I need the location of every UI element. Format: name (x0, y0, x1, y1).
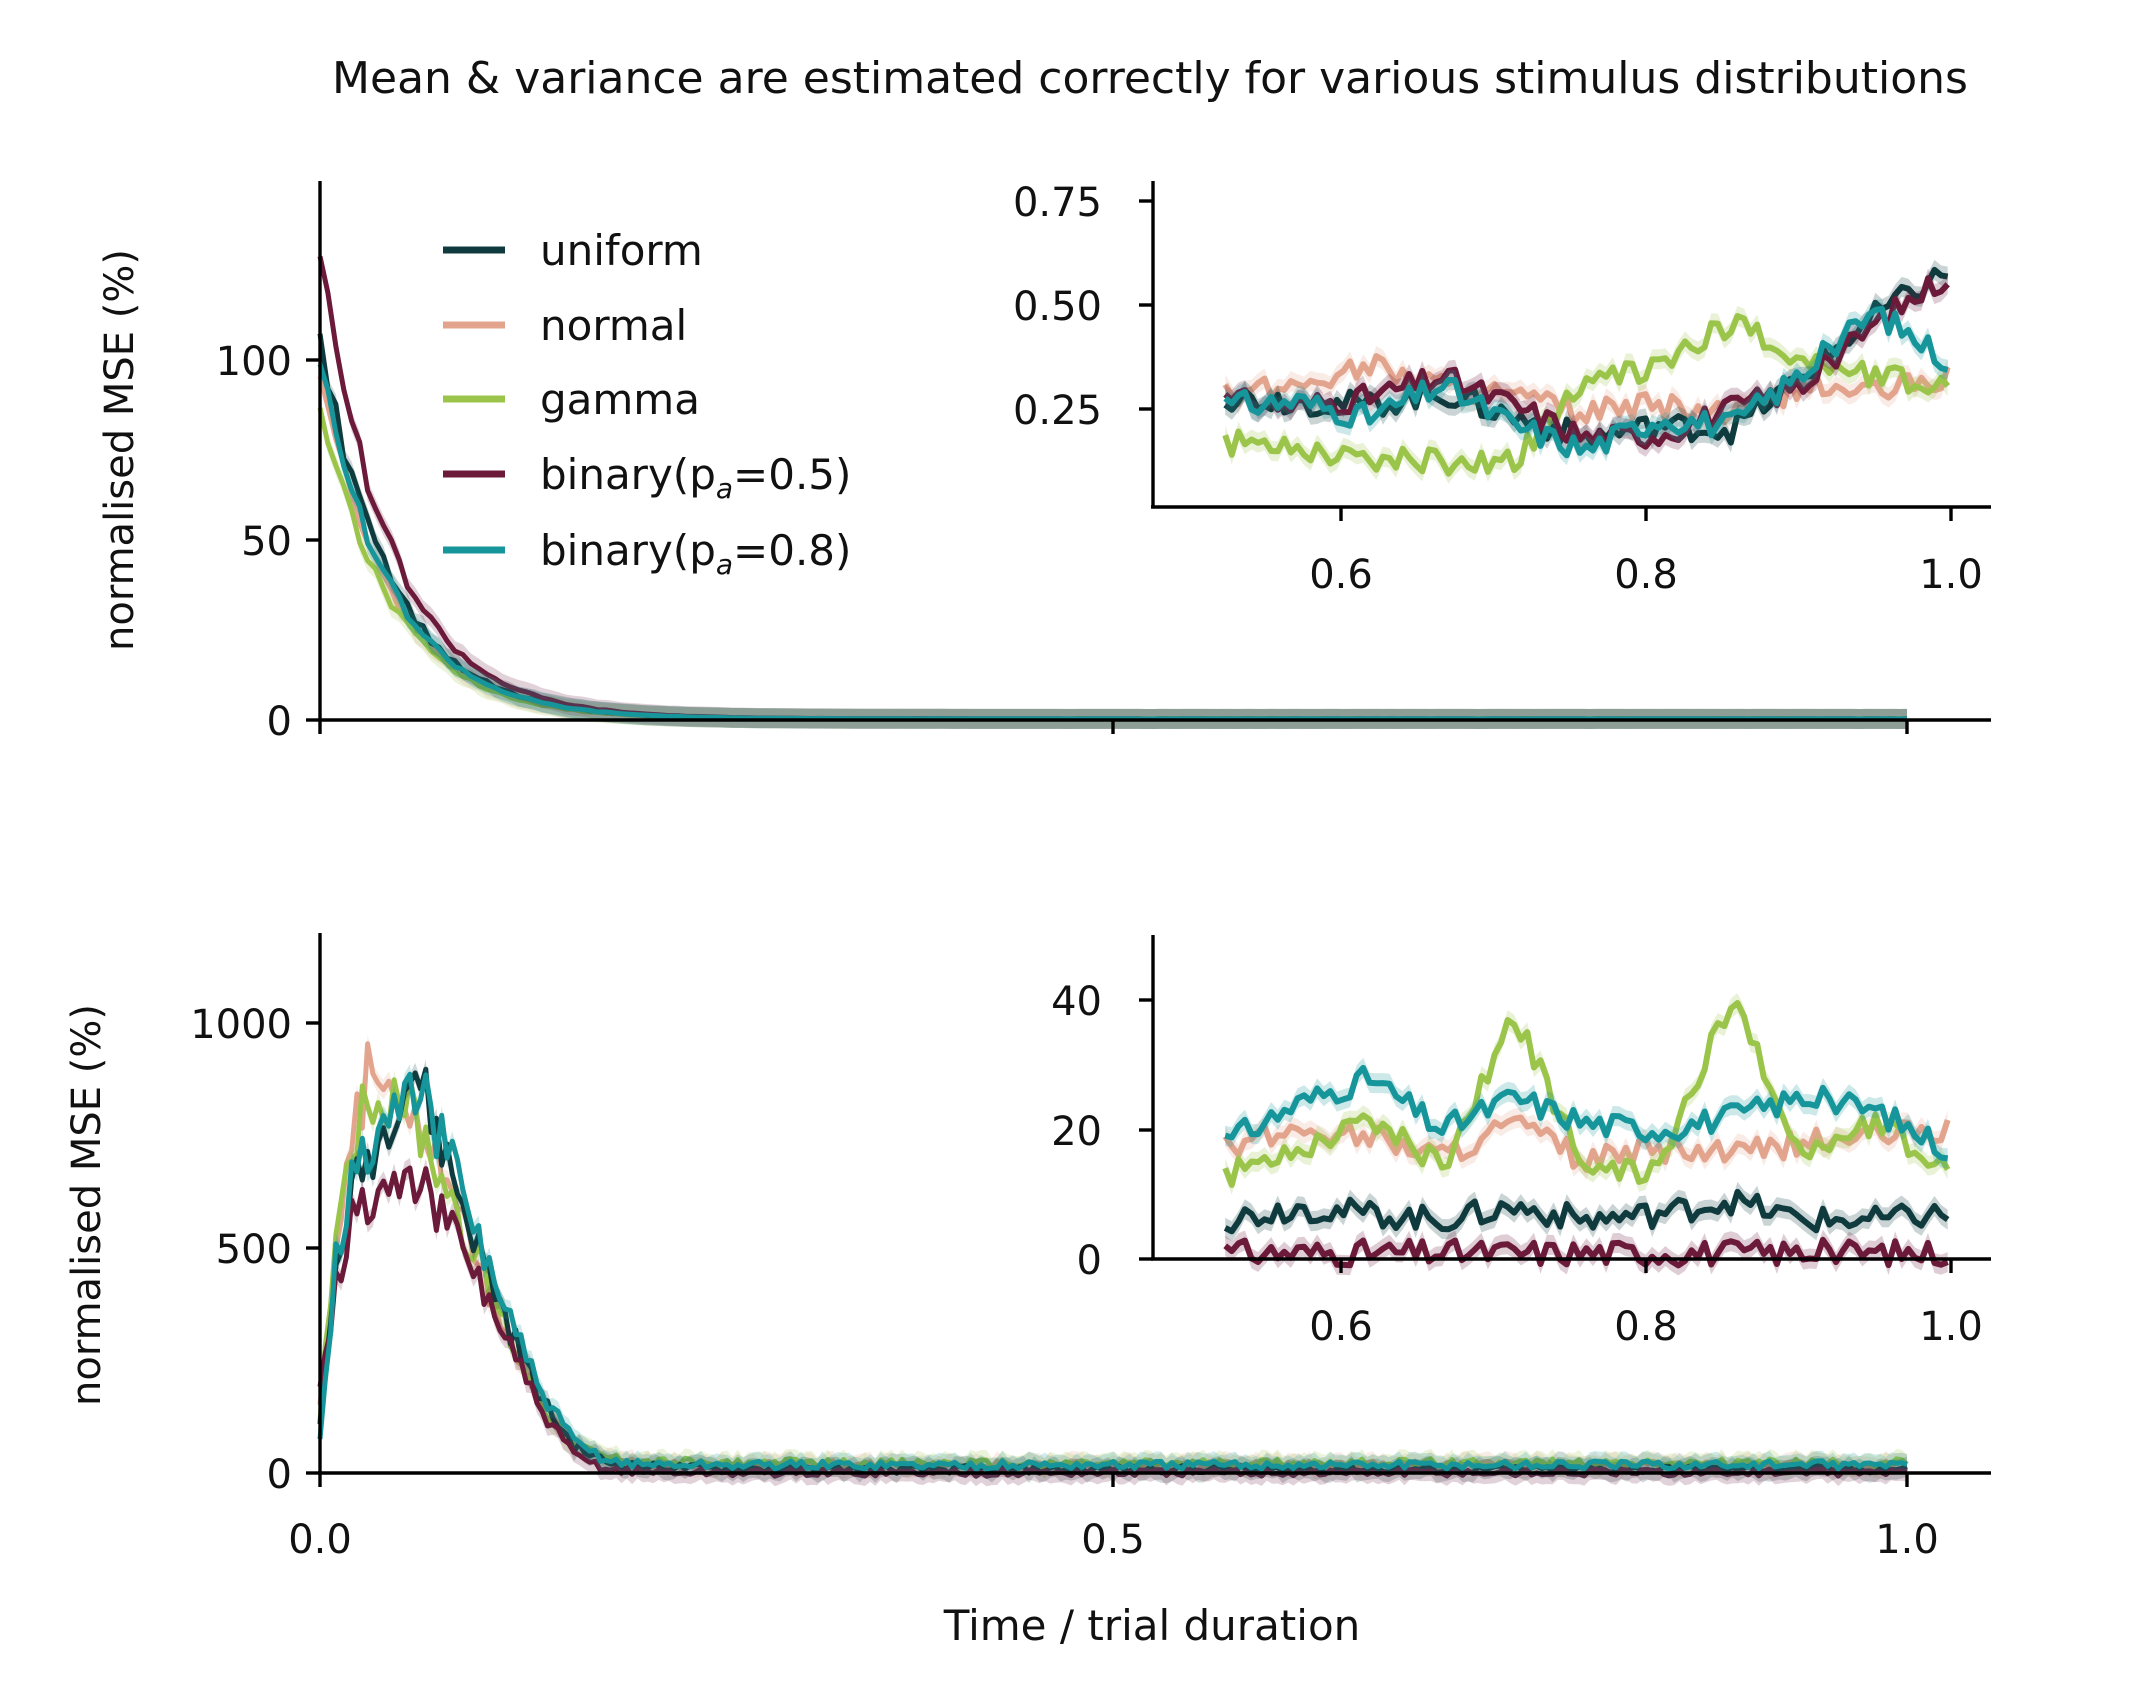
series-band-uniform (320, 323, 1907, 729)
series-band-gamma (1225, 993, 1948, 1195)
top-inset-y-tick-label: 0.50 (1013, 284, 1102, 330)
bottom-x-ticks: 0.0 0.5 1.0 (288, 1473, 1939, 1563)
bottom-y-tick-label: 500 (216, 1227, 292, 1273)
legend-label-normal: normal (540, 301, 687, 350)
series-line-binary(pa=0.8) (317, 1071, 1908, 1472)
bottom-inset-x-tick-label: 0.6 (1309, 1304, 1373, 1350)
top-inset-x-tick-label: 1.0 (1919, 552, 1983, 598)
bottom-y-axis-label: normalised MSE (%) (64, 1004, 110, 1406)
top-y-axis-label: normalised MSE (%) (97, 249, 143, 651)
top-inset-x-tick-label: 0.8 (1614, 552, 1678, 598)
top-inset-y-tick-label: 0.75 (1013, 180, 1102, 226)
top-y-tick-label: 100 (216, 339, 292, 385)
series-line-uniform (1223, 1188, 1950, 1235)
legend-label-binary-0.8: binary(pa=0.8) (540, 526, 851, 581)
bottom-y-tick-label: 0 (267, 1452, 292, 1498)
bottom-x-tick-label: 1.0 (1875, 1517, 1939, 1563)
top-inset-y-tick-label: 0.25 (1013, 388, 1102, 434)
series-band-normal (1225, 346, 1948, 433)
series-band-uniform (1225, 1181, 1948, 1242)
top-inset: 0.6 0.8 1.0 0.25 0.50 0.75 (1013, 180, 1991, 598)
x-axis-label: Time / trial duration (943, 1601, 1361, 1650)
bottom-series-layer (317, 1033, 1909, 1487)
series-band-binary(pa=0.8) (1225, 1057, 1948, 1169)
top-y-tick-label: 0 (267, 699, 292, 745)
series-line-gamma (1222, 313, 1951, 477)
top-inset-series-layer (1222, 259, 1951, 484)
legend-label-binary-0.5: binary(pa=0.5) (540, 450, 851, 505)
bottom-inset-x-tick-label: 1.0 (1919, 1304, 1983, 1350)
bottom-inset-series-layer (1222, 993, 1951, 1276)
top-y-tick-label: 50 (241, 519, 292, 565)
bottom-y-ticks: 0 500 1000 (190, 1002, 320, 1498)
legend-label-uniform: uniform (540, 226, 703, 275)
bottom-x-tick-label: 0.0 (288, 1517, 352, 1563)
series-line-binary(pa=0.5) (1223, 275, 1950, 451)
bottom-x-tick-label: 0.5 (1081, 1517, 1145, 1563)
chart-title: Mean & variance are estimated correctly … (332, 53, 1968, 104)
series-line-gamma (1222, 1000, 1951, 1188)
legend: uniform normal gamma binary(pa=0.5) bina… (443, 226, 851, 581)
bottom-inset-x-tick-label: 0.8 (1614, 1304, 1678, 1350)
series-line-binary(pa=0.8) (1223, 305, 1949, 459)
bottom-inset-y-tick-label: 0 (1077, 1238, 1102, 1284)
series-line-normal (1222, 353, 1951, 426)
bottom-inset: 0.6 0.8 1.0 0 20 40 (1051, 935, 1991, 1350)
bottom-panel: 0.0 0.5 1.0 0 500 1000 normalised MSE (%… (64, 933, 1991, 1650)
top-y-ticks: 0 50 100 (216, 339, 320, 745)
series-line-binary(pa=0.8) (1224, 1064, 1949, 1162)
bottom-inset-y-tick-label: 40 (1051, 979, 1102, 1025)
top-inset-x-tick-label: 0.6 (1309, 552, 1373, 598)
legend-label-gamma: gamma (540, 375, 700, 424)
bottom-y-tick-label: 1000 (190, 1002, 292, 1048)
bottom-inset-y-tick-label: 20 (1051, 1109, 1102, 1155)
series-line-binary(pa=0.5) (1223, 1236, 1949, 1269)
top-x-ticks (318, 720, 1909, 734)
top-panel: 0 50 100 normalised MSE (%) uniform norm… (97, 180, 1991, 745)
series-line-binary(pa=0.5) (317, 1165, 1908, 1479)
